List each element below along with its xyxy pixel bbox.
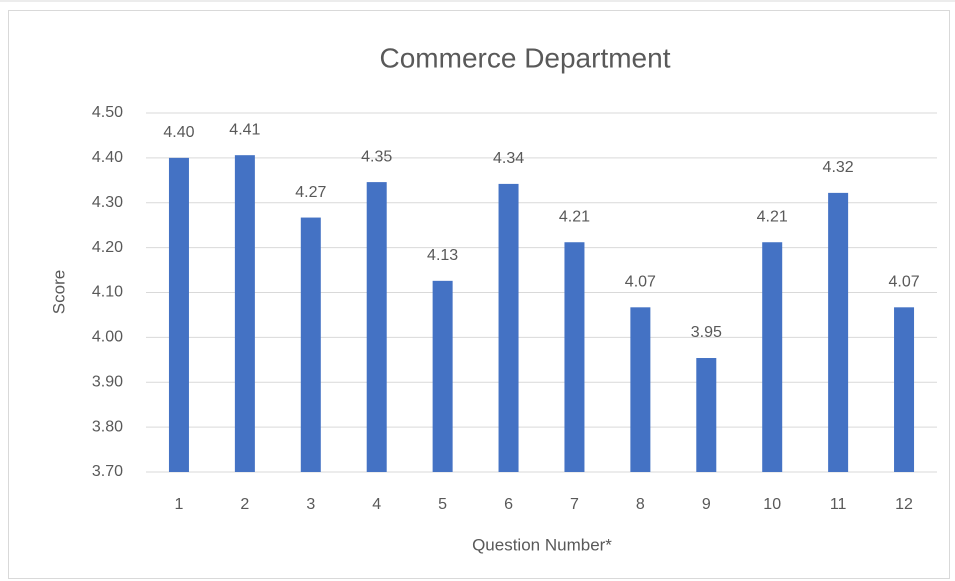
chart-area xyxy=(8,10,950,579)
bar xyxy=(630,307,651,472)
x-tick-label: 11 xyxy=(830,496,847,513)
data-label: 4.13 xyxy=(427,247,458,264)
data-label: 4.40 xyxy=(163,124,194,141)
y-tick-label: 4.20 xyxy=(92,239,123,256)
x-axis-title: Question Number* xyxy=(472,535,612,554)
data-label: 4.34 xyxy=(493,150,524,167)
y-tick-label: 4.30 xyxy=(92,194,123,211)
x-tick-label: 8 xyxy=(636,496,645,513)
x-tick-label: 6 xyxy=(504,496,513,513)
x-tick-label: 3 xyxy=(306,496,315,513)
bar xyxy=(234,155,255,472)
bar xyxy=(828,192,849,472)
data-label: 4.32 xyxy=(823,159,854,176)
bar xyxy=(366,182,387,473)
data-label: 4.41 xyxy=(229,121,260,138)
data-label: 4.07 xyxy=(625,274,656,291)
bar xyxy=(696,358,717,472)
x-tick-label: 4 xyxy=(372,496,381,513)
y-tick-label: 3.70 xyxy=(92,463,123,480)
bar xyxy=(498,183,519,472)
y-tick-label: 4.40 xyxy=(92,149,123,166)
bar xyxy=(432,280,453,472)
data-label: 4.35 xyxy=(361,148,392,165)
x-tick-label: 5 xyxy=(438,496,447,513)
bar xyxy=(564,242,585,472)
y-tick-label: 3.80 xyxy=(92,418,123,435)
x-tick-label: 2 xyxy=(240,496,249,513)
bar xyxy=(762,242,783,472)
y-axis-title: Score xyxy=(49,270,68,314)
bar xyxy=(894,307,915,472)
x-tick-label: 10 xyxy=(763,496,781,513)
x-tick-label: 1 xyxy=(175,496,184,513)
chart-title: Commerce Department xyxy=(380,42,671,73)
data-label: 3.95 xyxy=(691,324,722,341)
x-tick-label: 12 xyxy=(895,496,913,513)
y-tick-label: 3.90 xyxy=(92,373,123,390)
data-label: 4.07 xyxy=(888,274,919,291)
y-tick-label: 4.50 xyxy=(92,104,123,121)
bar xyxy=(168,157,189,472)
data-label: 4.21 xyxy=(757,208,788,225)
data-label: 4.27 xyxy=(295,184,326,201)
y-tick-label: 4.00 xyxy=(92,329,123,346)
bar xyxy=(300,217,321,472)
y-tick-label: 4.10 xyxy=(92,284,123,301)
x-tick-label: 7 xyxy=(570,496,579,513)
data-label: 4.21 xyxy=(559,208,590,225)
x-tick-label: 9 xyxy=(702,496,711,513)
